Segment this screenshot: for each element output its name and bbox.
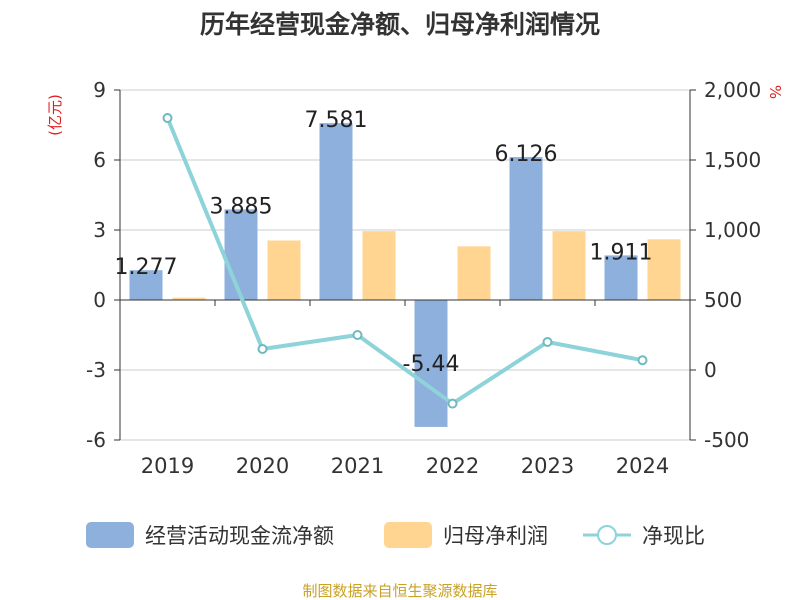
right-tick-label: 0 [704, 358, 717, 382]
x-tick-label: 2020 [236, 454, 289, 478]
left-tick-label: 6 [93, 148, 106, 172]
bar-cashflow [414, 300, 448, 427]
x-tick-label: 2019 [141, 454, 194, 478]
bar-netprofit [647, 239, 681, 300]
data-labels-layer: 1.277 3.885 7.581 -5.44 6.126 1.911 [115, 108, 653, 377]
legend: 经营活动现金流净额 归母净利润 净现比 [86, 522, 705, 548]
bar-cashflow [319, 123, 353, 300]
ratio-point [257, 344, 268, 354]
left-tick-label: -6 [86, 428, 106, 452]
chart-title: 历年经营现金净额、归母净利润情况 [200, 10, 600, 39]
legend-marker-ratio [597, 525, 617, 545]
legend-swatch-netprofit [384, 522, 432, 548]
source-note: 制图数据来自恒生聚源数据库 [302, 582, 497, 600]
left-tick-label: 3 [93, 218, 106, 242]
bar-data-label: 1.277 [115, 255, 178, 280]
bar-data-label: 7.581 [305, 108, 368, 133]
bar-netprofit [457, 246, 491, 300]
left-tick-label: -3 [86, 358, 106, 382]
legend-label-cashflow: 经营活动现金流净额 [145, 524, 334, 548]
bar-netprofit [362, 231, 396, 300]
ratio-point [162, 113, 173, 123]
line-layer [162, 113, 648, 409]
legend-label-ratio: 净现比 [642, 524, 705, 548]
axes-layer: 9 6 3 0 -3 -6 2,000 1,500 1,000 500 0 -500 (亿元)% 2019… [46, 78, 784, 478]
ratio-point [542, 337, 553, 347]
bar-data-label: -5.44 [403, 352, 460, 377]
ratio-line [165, 117, 643, 407]
ratio-point [637, 355, 648, 366]
right-tick-label: 1,500 [704, 148, 761, 172]
legend-label-netprofit: 归母净利润 [443, 524, 548, 548]
x-tick-label: 2023 [521, 454, 574, 478]
right-axis-unit: % [766, 85, 784, 99]
bars-layer [129, 123, 681, 427]
bar-cashflow [224, 209, 258, 300]
ratio-point [447, 398, 458, 409]
x-tick-label: 2021 [331, 454, 384, 478]
bar-netprofit [267, 240, 301, 300]
bar-netprofit [172, 297, 206, 300]
bar-cashflow [604, 255, 638, 300]
legend-swatch-cashflow [86, 522, 134, 548]
bar-netprofit [552, 231, 586, 300]
right-tick-label: 2,000 [704, 78, 761, 102]
x-tick-label: 2024 [616, 454, 669, 478]
bar-data-label: 1.911 [590, 240, 653, 265]
left-axis-unit: (亿元) [46, 94, 64, 136]
right-tick-label: 500 [704, 288, 742, 312]
bar-data-label: 3.885 [210, 194, 273, 219]
x-tick-label: 2022 [426, 454, 479, 478]
bar-cashflow [129, 270, 163, 300]
left-tick-label: 0 [93, 288, 106, 312]
left-tick-label: 9 [93, 78, 106, 102]
right-tick-label: 1,000 [704, 218, 761, 242]
bar-cashflow [509, 157, 543, 300]
right-tick-label: -500 [704, 428, 749, 452]
bar-data-label: 6.126 [495, 142, 558, 167]
ratio-point [352, 330, 363, 340]
